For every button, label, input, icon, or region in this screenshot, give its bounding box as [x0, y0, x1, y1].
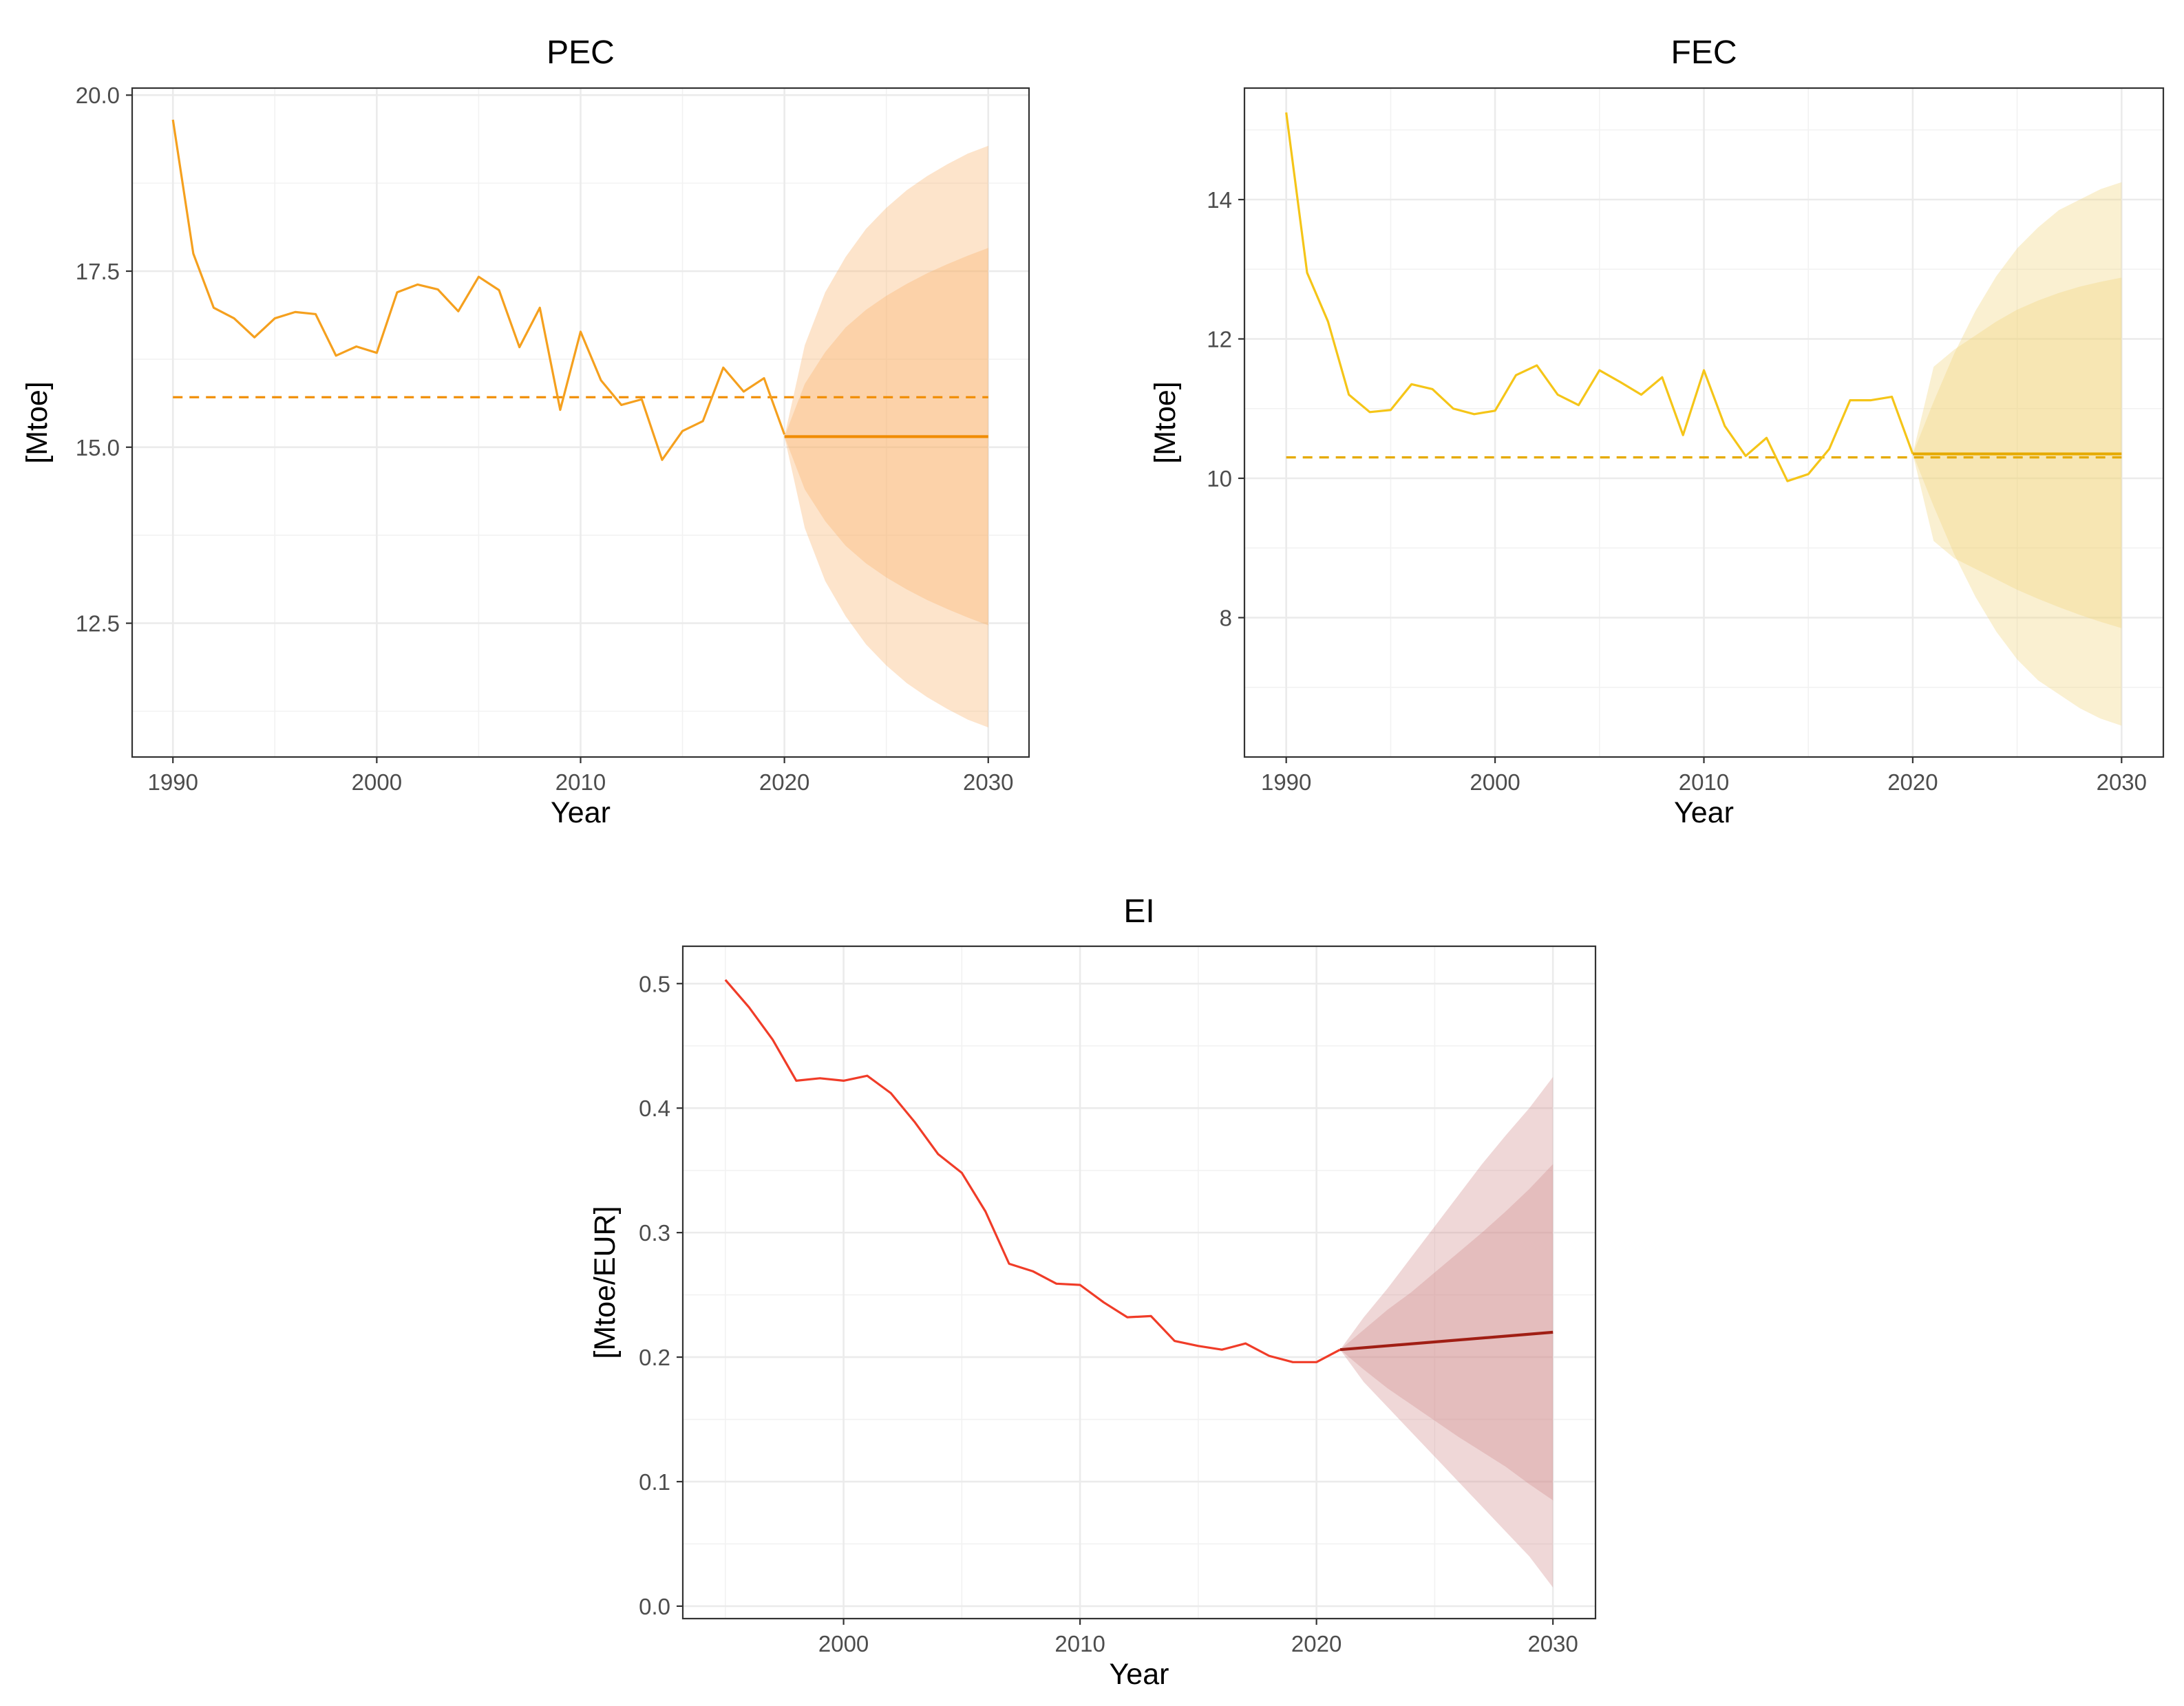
ei-x-axis-label: Year — [1110, 1658, 1169, 1691]
pec-y-tick-label: 12.5 — [76, 611, 120, 637]
ei-y-tick-label: 0.4 — [639, 1096, 670, 1121]
pec-y-tick-label: 15.0 — [76, 435, 120, 460]
ei-x-tick-label: 2000 — [818, 1631, 869, 1656]
ei-y-tick-label: 0.3 — [639, 1220, 670, 1246]
ei-forecast-line — [1339, 1330, 1554, 1352]
pec-x-tick-label: 2020 — [759, 769, 809, 795]
ei-history-line — [724, 979, 1341, 1363]
ei-y-tick-label: 0.2 — [639, 1345, 670, 1370]
ei-y-tick-label: 0.1 — [639, 1469, 670, 1495]
fec-history-line — [1285, 112, 1914, 482]
ei-x-tick-label: 2030 — [1527, 1631, 1578, 1656]
fec-y-tick-label: 10 — [1207, 466, 1232, 491]
pec-y-tick-label: 17.5 — [76, 259, 120, 284]
ei-panel-background — [683, 946, 1595, 1619]
ei-fan-outer-band — [1339, 1076, 1554, 1588]
fec-x-tick-label: 2010 — [1679, 769, 1729, 795]
fec-x-tick-label: 2020 — [1887, 769, 1938, 795]
pec-x-tick-label: 2030 — [963, 769, 1013, 795]
ei-panel-border — [681, 945, 1597, 1620]
fec-y-axis-label: [Mtoe] — [1149, 381, 1182, 464]
fec-x-tick-label: 2030 — [2097, 769, 2147, 795]
fec-y-tick-label: 12 — [1207, 327, 1232, 352]
fec-chart-title: FEC — [1671, 34, 1737, 71]
pec-x-tick-label: 2000 — [352, 769, 402, 795]
fec-x-tick-label: 2000 — [1470, 769, 1520, 795]
fec-x-axis-label: Year — [1674, 796, 1734, 829]
ei-fan-inner-band — [1339, 1164, 1554, 1501]
ei-x-tick-label: 2020 — [1291, 1631, 1342, 1656]
ei-y-tick-label: 0.5 — [639, 971, 670, 996]
ei-chart-title: EI — [1123, 893, 1154, 930]
pec-x-tick-label: 2010 — [555, 769, 606, 795]
pec-chart-title: PEC — [547, 34, 615, 71]
pec-history-line — [171, 119, 786, 461]
pec-y-axis-label: [Mtoe] — [21, 381, 54, 464]
ei-chart: 0.0 0.1 0.2 0.3 0.4 0.5 2000 2010 2020 2030 EI Year… — [589, 893, 1597, 1691]
ei-y-axis-label: [Mtoe/EUR] — [589, 1206, 622, 1358]
pec-x-axis-label: Year — [551, 796, 611, 829]
pec-x-tick-label: 1990 — [148, 769, 198, 795]
ei-y-tick-label: 0.0 — [639, 1594, 670, 1619]
fec-x-tick-label: 1990 — [1261, 769, 1311, 795]
fec-y-tick-label: 8 — [1220, 606, 1232, 631]
fec-y-tick-label: 14 — [1207, 187, 1232, 213]
fec-chart: 8 10 12 14 1990 2000 2010 2020 2030 FEC Year [Mtoe] — [1149, 34, 2165, 829]
pec-chart: 12.5 15.0 17.5 20.0 1990 2000 2010 2020 2030 PEC Y… — [21, 34, 1030, 829]
ei-x-tick-label: 2010 — [1054, 1631, 1105, 1656]
pec-y-tick-label: 20.0 — [76, 83, 120, 108]
